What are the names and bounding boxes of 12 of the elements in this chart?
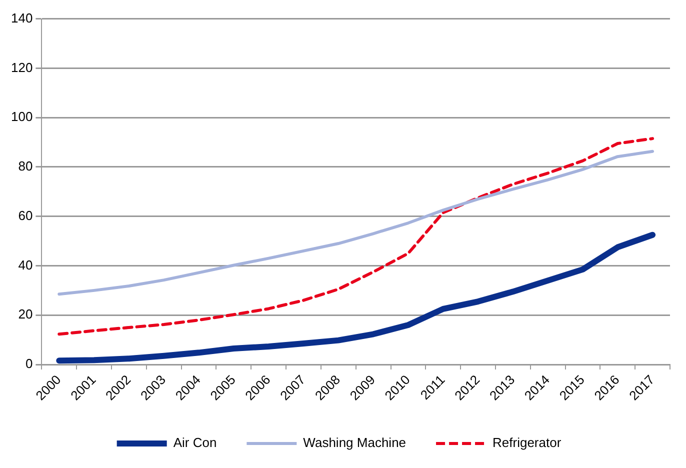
y-tick-label: 80 (18, 158, 33, 174)
legend-label: Air Con (173, 435, 217, 450)
line-series (58, 137, 654, 336)
y-tick-label: 120 (10, 60, 33, 75)
y-tick-label: 100 (10, 109, 33, 124)
y-tick-label: 60 (18, 208, 33, 223)
legend-label: Refrigerator (492, 435, 562, 450)
y-tick-label: 20 (18, 306, 33, 322)
y-tick-label: 40 (18, 257, 33, 272)
y-tick-label: 140 (10, 10, 33, 26)
legend-label: Washing Machine (303, 435, 406, 450)
y-tick-label: 0 (25, 356, 33, 372)
